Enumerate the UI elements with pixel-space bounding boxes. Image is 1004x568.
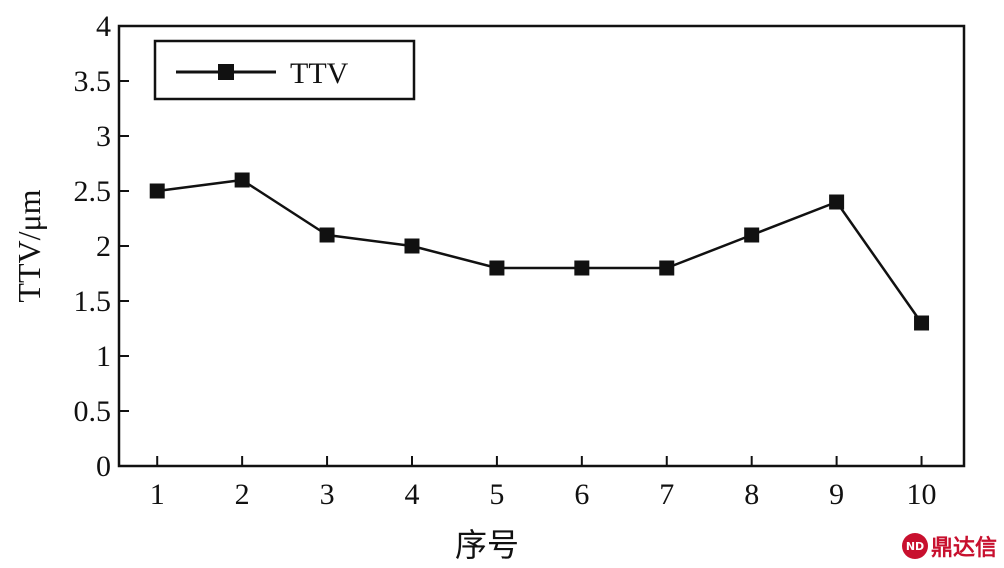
x-tick-label: 6 [574,478,589,511]
x-tick-label: 7 [659,478,674,511]
data-point-marker [829,194,845,210]
y-tick-label: 2 [96,230,111,263]
data-point-marker [234,172,250,188]
y-tick-label: 1.5 [74,285,112,318]
x-tick-label: 5 [489,478,504,511]
y-tick-label: 1 [96,340,111,373]
data-point-marker [574,260,590,276]
x-tick-label: 1 [150,478,165,511]
x-tick-label: 2 [235,478,250,511]
legend: TTV [153,39,416,101]
y-axis-title: TTV/μm [11,189,47,302]
data-point-marker [319,227,335,243]
x-axis-tick-labels: 1 2 3 4 5 6 7 8 9 10 [150,478,937,511]
watermark: ND 鼎达信 [902,530,997,562]
y-axis-tick-labels: 0 0.5 1 1.5 2 2.5 3 3.5 4 [74,10,112,483]
y-tick-label: 0.5 [74,395,112,428]
legend-box [153,39,416,101]
y-tick-label: 3 [96,120,111,153]
y-tick-label: 0 [96,450,111,483]
data-point-marker [489,260,505,276]
series-layer [149,172,930,331]
data-point-marker [744,227,760,243]
x-tick-label: 9 [829,478,844,511]
legend-label-ttv: TTV [290,57,349,90]
x-axis-title: 序号 [455,527,519,563]
x-axis-ticks [156,456,923,466]
watermark-text: 鼎达信 [931,536,998,561]
y-axis-ticks [119,25,129,467]
data-point-marker [404,238,420,254]
x-tick-label: 3 [320,478,335,511]
series-line-ttv [157,178,923,324]
x-tick-label: 10 [907,478,937,511]
data-point-marker [149,183,165,199]
y-tick-label: 3.5 [74,65,112,98]
y-tick-label: 4 [96,10,111,43]
x-tick-label: 4 [404,478,419,511]
y-tick-label: 2.5 [74,175,112,208]
legend-marker-square [218,64,234,80]
x-tick-label: 8 [744,478,759,511]
watermark-logo-icon: ND [902,533,928,559]
data-point-marker [659,260,675,276]
data-point-marker [914,315,930,331]
